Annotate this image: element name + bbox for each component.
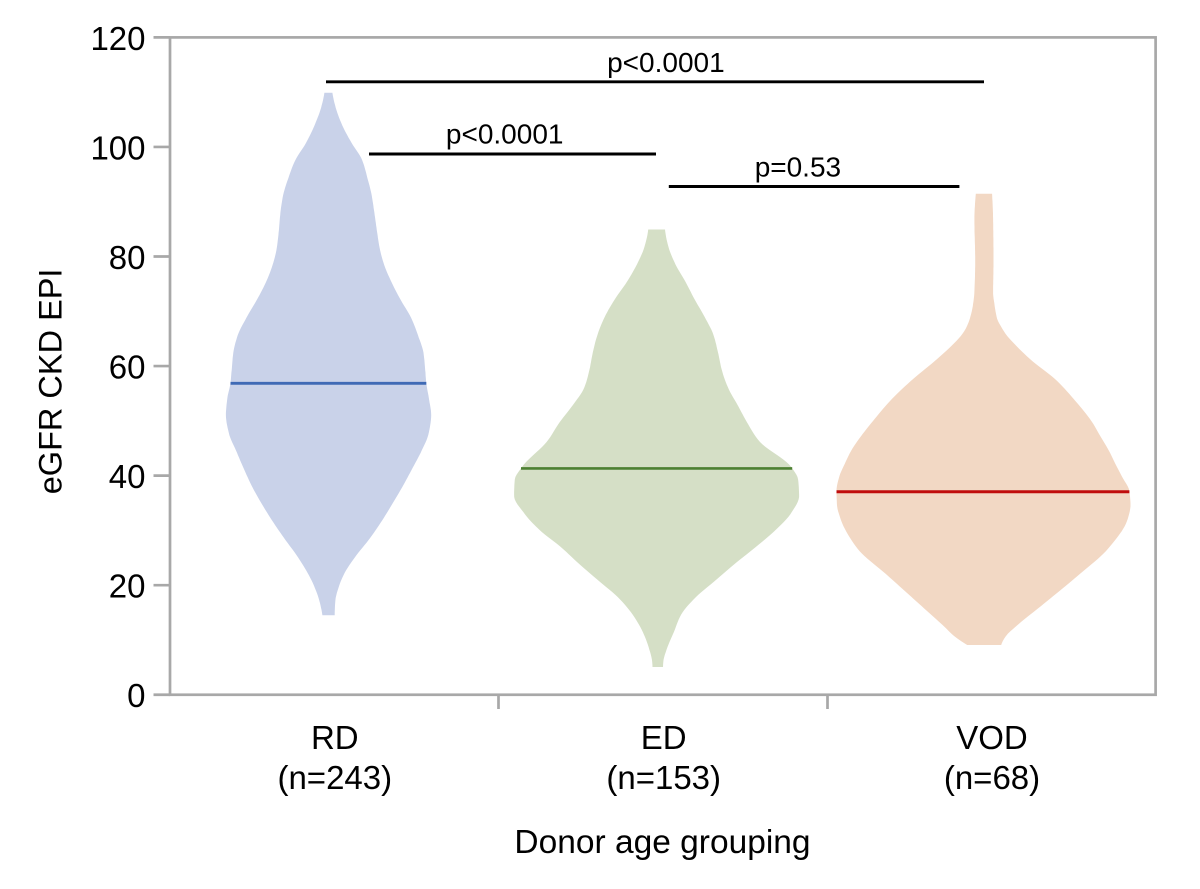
svg-text:p=0.53: p=0.53: [755, 152, 841, 183]
svg-text:p<0.0001: p<0.0001: [446, 118, 564, 149]
svg-text:20: 20: [109, 568, 146, 605]
svg-text:120: 120: [90, 20, 145, 57]
svg-text:RD: RD: [311, 719, 359, 756]
svg-text:(n=68): (n=68): [944, 759, 1040, 796]
svg-text:VOD: VOD: [956, 719, 1028, 756]
svg-text:ED: ED: [641, 719, 687, 756]
svg-text:(n=153): (n=153): [606, 759, 721, 796]
svg-text:eGFR CKD EPI: eGFR CKD EPI: [33, 269, 69, 495]
svg-text:Donor age grouping: Donor age grouping: [514, 824, 810, 861]
svg-text:60: 60: [109, 349, 146, 386]
svg-text:0: 0: [127, 677, 145, 714]
svg-text:80: 80: [109, 239, 146, 276]
svg-text:100: 100: [90, 129, 145, 166]
svg-text:40: 40: [109, 458, 146, 495]
svg-text:(n=243): (n=243): [277, 759, 392, 796]
svg-text:p<0.0001: p<0.0001: [607, 47, 725, 78]
